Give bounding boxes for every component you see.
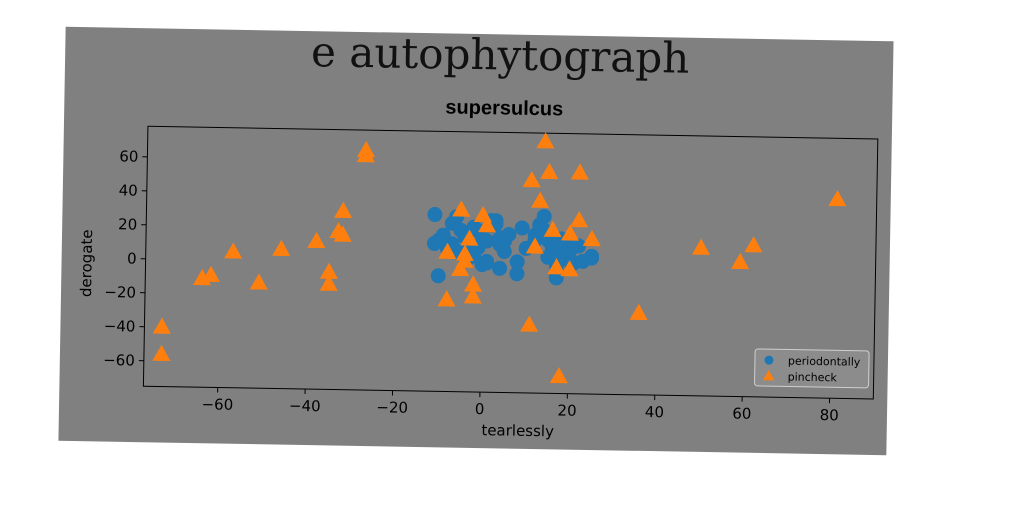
figure-suptitle: e autophytograph: [311, 27, 690, 83]
point-pincheck: [549, 366, 568, 384]
point-periodontally: [509, 266, 525, 282]
point-periodontally: [540, 249, 556, 265]
point-pincheck: [356, 146, 375, 163]
point-periodontally: [492, 260, 508, 276]
point-pincheck: [319, 262, 338, 279]
point-pincheck: [582, 229, 601, 247]
x-tick-label: 60: [732, 405, 751, 423]
point-periodontally: [479, 255, 495, 271]
y-tick-label: 60: [119, 147, 138, 165]
point-pincheck: [569, 210, 589, 228]
y-tick-label: −20: [104, 283, 136, 302]
y-tick-label: −60: [103, 351, 135, 370]
point-periodontally: [571, 238, 587, 254]
point-periodontally: [514, 220, 530, 236]
series-pincheck: [152, 132, 847, 384]
point-pincheck: [560, 224, 580, 241]
point-pincheck: [249, 273, 268, 290]
point-pincheck: [540, 162, 559, 180]
point-pincheck: [731, 252, 750, 270]
point-pincheck: [629, 303, 648, 321]
point-periodontally: [536, 208, 552, 224]
point-pincheck: [152, 344, 171, 362]
point-pincheck: [520, 315, 539, 332]
point-pincheck: [319, 274, 338, 291]
point-periodontally: [509, 254, 525, 270]
point-periodontally: [444, 215, 460, 231]
point-pincheck: [547, 258, 566, 275]
point-pincheck: [478, 216, 497, 233]
point-pincheck: [307, 231, 326, 249]
y-tick-label: 0: [127, 249, 137, 267]
point-pincheck: [691, 238, 710, 255]
data-marks: [152, 132, 847, 384]
point-periodontally: [435, 230, 451, 246]
point-pincheck: [452, 200, 471, 217]
point-pincheck: [463, 287, 482, 304]
point-pincheck: [438, 242, 457, 259]
x-axis-label: tearlessly: [481, 421, 554, 440]
legend-marker-pincheck: [762, 370, 775, 381]
x-tick-label: −60: [201, 395, 233, 414]
point-pincheck: [334, 201, 353, 219]
legend-label-periodontally: periodontally: [788, 354, 861, 368]
point-pincheck: [536, 132, 555, 149]
point-pincheck: [570, 163, 589, 180]
point-pincheck: [224, 242, 243, 259]
x-tick-label: −20: [376, 398, 408, 417]
point-pincheck: [455, 251, 474, 268]
point-pincheck: [152, 317, 171, 334]
point-periodontally: [430, 268, 446, 284]
legend-box: [754, 348, 870, 389]
point-pincheck: [525, 237, 544, 254]
point-pincheck: [333, 225, 352, 242]
point-pincheck: [460, 229, 479, 246]
chart-title: supersulcus: [445, 96, 563, 120]
figure-group: e autophytograph supersulcus −60 −40 −20 0 2…: [58, 26, 894, 456]
legend: periodontally pincheck: [754, 348, 870, 389]
y-tick-label: 20: [118, 215, 137, 233]
x-tick-label: 20: [557, 401, 576, 419]
y-tick-label: 40: [119, 181, 138, 199]
point-pincheck: [543, 220, 562, 238]
x-tick-label: 80: [820, 406, 839, 424]
point-pincheck: [828, 189, 847, 207]
legend-marker-periodontally: [764, 355, 774, 365]
x-tick-label: 40: [645, 403, 664, 421]
point-pincheck: [522, 171, 541, 188]
point-periodontally: [427, 207, 443, 223]
x-tick-label: −40: [289, 397, 321, 416]
x-tick-label: 0: [475, 400, 485, 418]
point-pincheck: [560, 260, 579, 277]
point-pincheck: [201, 265, 220, 283]
point-pincheck: [744, 236, 763, 253]
point-periodontally: [575, 253, 591, 269]
point-pincheck: [463, 275, 482, 292]
point-periodontally: [496, 233, 512, 249]
point-pincheck: [530, 191, 550, 208]
legend-label-pincheck: pincheck: [788, 370, 838, 384]
y-axis-label: derogate: [77, 229, 96, 297]
y-tick-label: −40: [104, 317, 136, 336]
point-pincheck: [451, 259, 470, 277]
point-pincheck: [437, 290, 456, 307]
point-pincheck: [272, 239, 291, 257]
